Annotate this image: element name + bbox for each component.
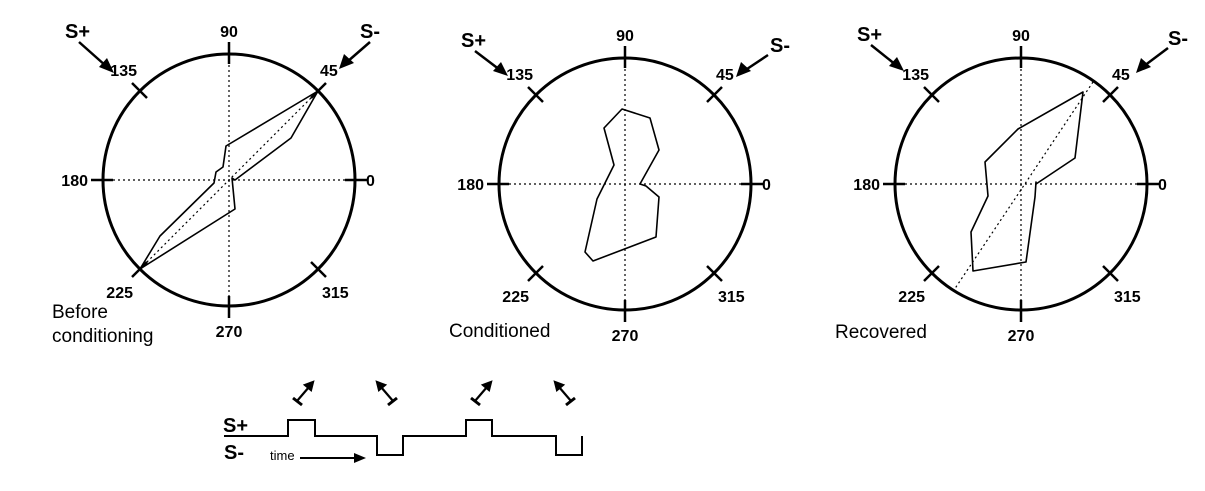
stimulus-trace (224, 419, 583, 456)
polar-plot-recovered: 0 45 90 135 180 225 270 315 S+ S- Recove… (835, 24, 1188, 345)
angle-label-90: 90 (616, 28, 634, 45)
caption-line-1: Conditioned (449, 321, 550, 342)
polar-plot-before-conditioning: 0 45 90 135 180 225 270 315 S+ S- Before… (52, 21, 380, 347)
angle-label-225: 225 (502, 289, 529, 306)
caption-line-1: Recovered (835, 322, 927, 343)
angle-label-270: 270 (612, 328, 639, 345)
tick-marks (883, 46, 1159, 322)
tick-marks (487, 46, 763, 322)
angle-label-45: 45 (1112, 67, 1130, 84)
caption-line-2: conditioning (52, 326, 153, 347)
s-plus-arrow (870, 44, 904, 71)
s-plus-label: S+ (857, 24, 882, 46)
angle-label-135: 135 (902, 67, 929, 84)
s-minus-arrow (1136, 47, 1169, 73)
angle-label-315: 315 (718, 289, 745, 306)
s-minus-arrow (339, 41, 371, 69)
s-plus-orientation-icon (470, 380, 493, 407)
stimulus-timing-diagram: S+ S- time (223, 380, 583, 464)
panel-caption: Before conditioning (52, 302, 153, 347)
tuning-curve (139, 90, 319, 270)
panel-caption: Recovered (835, 322, 927, 343)
timing-s-plus-label: S+ (223, 415, 248, 437)
angle-label-0: 0 (366, 173, 375, 190)
s-minus-arrow (736, 53, 769, 77)
polar-plot-conditioned: 0 45 90 135 180 225 270 315 S+ S- Condit… (449, 28, 790, 345)
angle-label-180: 180 (61, 173, 88, 190)
angle-label-180: 180 (853, 177, 880, 194)
panel-caption: Conditioned (449, 321, 550, 342)
time-axis-label: time (270, 448, 295, 463)
tuning-curve (970, 91, 1084, 272)
angle-label-90: 90 (1012, 28, 1030, 45)
angle-label-315: 315 (1114, 289, 1141, 306)
tick-marks (91, 42, 367, 318)
s-minus-label: S- (1168, 28, 1188, 50)
caption-line-1: Before (52, 302, 108, 323)
s-minus-orientation-icon (553, 380, 576, 407)
time-arrow (300, 453, 366, 463)
angle-label-90: 90 (220, 24, 238, 41)
reference-diagonal (951, 81, 1094, 294)
angle-label-270: 270 (1008, 328, 1035, 345)
s-plus-orientation-icon (292, 380, 315, 407)
s-plus-label: S+ (65, 21, 90, 43)
angle-label-135: 135 (506, 67, 533, 84)
angle-label-0: 0 (762, 177, 771, 194)
s-plus-arrow (78, 41, 114, 73)
timing-s-minus-label: S- (224, 442, 244, 464)
angle-label-225: 225 (898, 289, 925, 306)
s-minus-label: S- (360, 21, 380, 43)
angle-label-315: 315 (322, 285, 349, 302)
angle-label-45: 45 (320, 63, 338, 80)
s-minus-orientation-icon (375, 380, 398, 407)
angle-label-270: 270 (216, 324, 243, 341)
reference-diagonal (139, 90, 319, 270)
angle-label-0: 0 (1158, 177, 1167, 194)
s-minus-label: S- (770, 35, 790, 57)
s-plus-label: S+ (461, 30, 486, 52)
angle-label-180: 180 (457, 177, 484, 194)
angle-label-225: 225 (106, 285, 133, 302)
s-plus-arrow (474, 50, 508, 76)
angle-label-45: 45 (716, 67, 734, 84)
angle-label-135: 135 (110, 63, 137, 80)
tuning-curve (584, 108, 660, 262)
